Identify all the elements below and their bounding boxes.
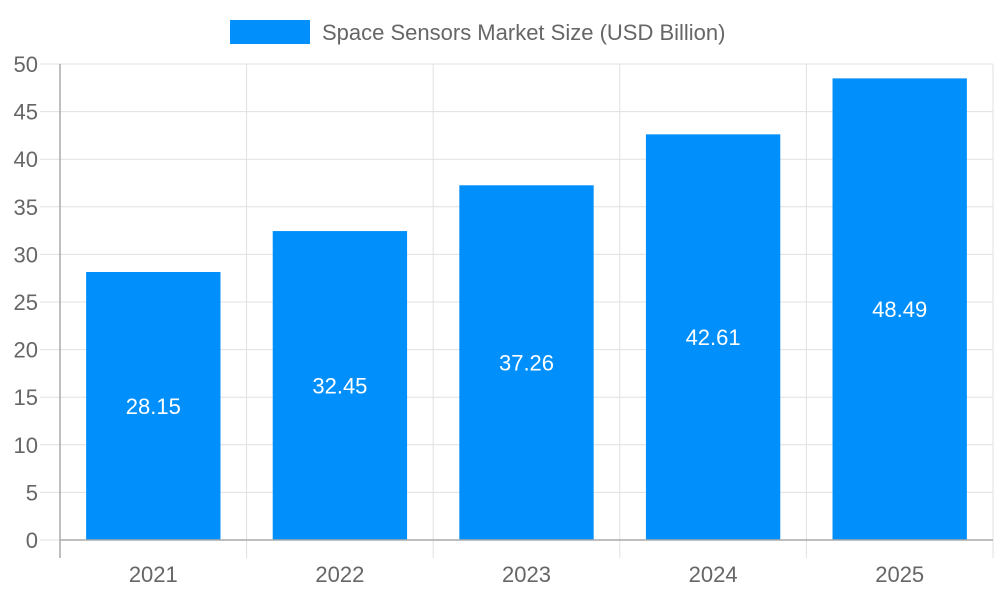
y-tick-label: 50 xyxy=(14,52,38,77)
bar xyxy=(459,185,594,541)
y-tick-label: 25 xyxy=(14,290,38,315)
y-tick-label: 40 xyxy=(14,147,38,172)
bar xyxy=(272,231,408,541)
y-tick-label: 5 xyxy=(26,480,38,505)
y-tick-label: 35 xyxy=(14,195,38,220)
bar-data-label: 42.61 xyxy=(686,325,741,350)
legend-swatch xyxy=(230,20,310,44)
y-tick-label: 15 xyxy=(14,385,38,410)
bar xyxy=(645,134,781,541)
bars: 28.15 32.45 37.26 42.61 48.49 xyxy=(86,78,967,541)
bar-data-label: 32.45 xyxy=(312,374,367,399)
legend-label: Space Sensors Market Size (USD Billion) xyxy=(322,20,725,45)
bar-data-label: 28.15 xyxy=(126,394,181,419)
x-tick-label: 2023 xyxy=(502,562,551,587)
y-tick-label: 0 xyxy=(26,528,38,553)
y-tick-label: 45 xyxy=(14,100,38,125)
x-tick-label: 2024 xyxy=(689,562,738,587)
x-tick-label: 2022 xyxy=(315,562,364,587)
x-tick-label: 2025 xyxy=(875,562,924,587)
bar xyxy=(86,272,221,540)
legend[interactable]: Space Sensors Market Size (USD Billion) xyxy=(230,20,725,45)
bar-data-label: 37.26 xyxy=(499,351,554,376)
bar-data-label: 48.49 xyxy=(872,297,927,322)
y-tick-label: 20 xyxy=(14,338,38,363)
bar xyxy=(832,78,967,541)
x-tick-label: 2021 xyxy=(129,562,178,587)
y-tick-label: 30 xyxy=(14,242,38,267)
y-tick-label: 10 xyxy=(14,433,38,458)
